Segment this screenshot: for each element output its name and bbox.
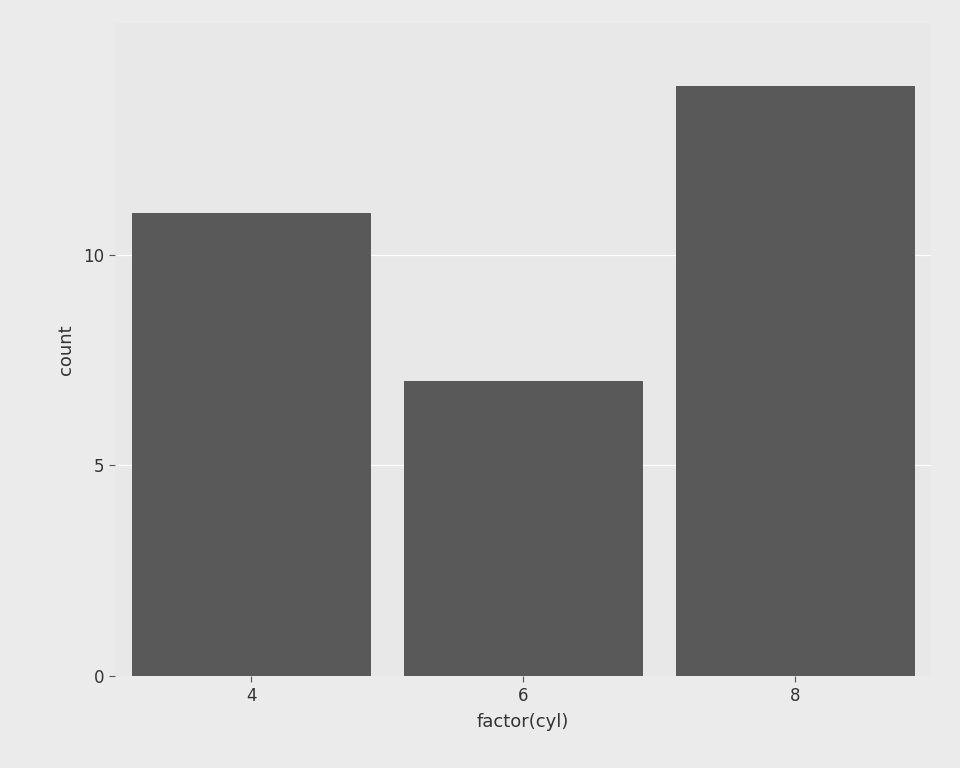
Bar: [676, 86, 915, 676]
Y-axis label: count: count: [57, 324, 75, 375]
Bar: [403, 381, 643, 676]
Bar: [132, 213, 371, 676]
X-axis label: factor(cyl): factor(cyl): [477, 713, 569, 731]
